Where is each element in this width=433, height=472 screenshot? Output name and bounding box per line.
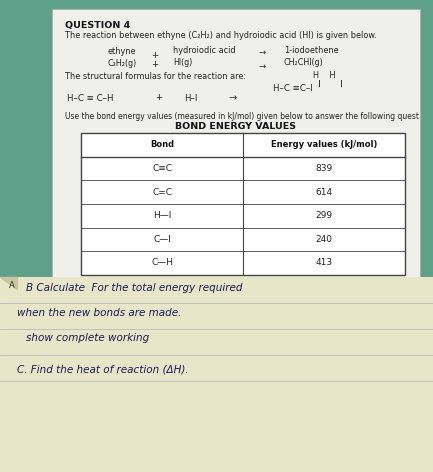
Text: H–C ≡ C–H: H–C ≡ C–H (67, 94, 113, 103)
Text: H–I: H–I (184, 94, 198, 103)
Text: 1-iodoethene: 1-iodoethene (284, 46, 339, 55)
Text: →: → (258, 47, 265, 56)
Text: C≡C: C≡C (152, 164, 172, 173)
Text: show complete working: show complete working (26, 333, 149, 343)
Text: when the new bonds are made.: when the new bonds are made. (17, 308, 182, 318)
Text: A: A (9, 281, 15, 290)
Bar (0, 277, 433, 472)
Text: 839: 839 (316, 164, 333, 173)
Text: QUESTION 4: QUESTION 4 (65, 21, 130, 30)
Text: +: + (152, 51, 158, 59)
Text: H    H: H H (313, 71, 336, 80)
Polygon shape (0, 277, 17, 289)
Text: C—H: C—H (152, 258, 173, 268)
Text: C₂H₂(g): C₂H₂(g) (107, 59, 136, 67)
Text: HI(g): HI(g) (173, 58, 193, 67)
Text: C—I: C—I (153, 235, 171, 244)
Text: Energy values (kJ/mol): Energy values (kJ/mol) (271, 140, 378, 150)
Text: The reaction between ethyne (C₂H₂) and hydroiodic acid (HI) is given below.: The reaction between ethyne (C₂H₂) and h… (65, 31, 377, 40)
Text: hydroiodic acid: hydroiodic acid (173, 46, 236, 55)
Text: Use the bond energy values (measured in kJ/mol) given below to answer the follow: Use the bond energy values (measured in … (65, 112, 419, 121)
Text: →: → (258, 61, 265, 70)
Bar (81, 133, 405, 275)
Text: 614: 614 (316, 187, 333, 197)
Text: ethyne: ethyne (107, 47, 136, 56)
Text: 413: 413 (316, 258, 333, 268)
Text: +: + (152, 60, 158, 69)
Text: Bond: Bond (150, 140, 174, 150)
Text: 240: 240 (316, 235, 333, 244)
Text: B Calculate  For the total energy required: B Calculate For the total energy require… (26, 283, 242, 293)
Text: C. Find the heat of reaction (ΔH).: C. Find the heat of reaction (ΔH). (17, 364, 189, 374)
Text: The structural formulas for the reaction are:: The structural formulas for the reaction… (65, 72, 246, 81)
Text: H–C ≡C–I: H–C ≡C–I (273, 84, 313, 93)
Text: +: + (155, 93, 162, 102)
Text: 299: 299 (316, 211, 333, 220)
Text: BOND ENERGY VALUES: BOND ENERGY VALUES (175, 122, 297, 131)
Bar (52, 9, 420, 472)
Text: CH₂CHI(g): CH₂CHI(g) (284, 58, 323, 67)
Text: H—I: H—I (153, 211, 171, 220)
Text: C=C: C=C (152, 187, 172, 197)
Text: →: → (229, 93, 237, 103)
